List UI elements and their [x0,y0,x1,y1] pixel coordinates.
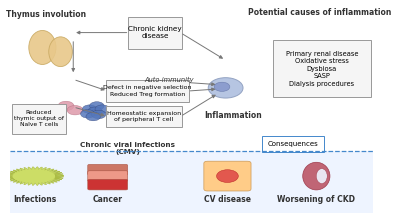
Circle shape [58,101,74,111]
Circle shape [82,105,97,113]
Ellipse shape [303,162,330,190]
Text: Infections: Infections [14,195,57,204]
Circle shape [95,105,110,113]
Text: Consequences: Consequences [267,141,318,147]
FancyBboxPatch shape [128,17,182,49]
FancyBboxPatch shape [262,136,324,152]
Circle shape [88,107,102,116]
FancyBboxPatch shape [12,104,66,134]
Polygon shape [6,167,64,185]
Bar [10,151,372,213]
Text: Defect in negative selection
Reduced Treg formation: Defect in negative selection Reduced Tre… [103,85,192,97]
Text: Thymus involution: Thymus involution [6,10,86,19]
Ellipse shape [316,169,327,184]
Circle shape [67,106,83,115]
Text: Reduced
thymic output of
Naïve T cells: Reduced thymic output of Naïve T cells [14,110,64,127]
Circle shape [214,82,230,91]
Circle shape [208,78,243,98]
FancyBboxPatch shape [106,80,189,102]
Text: CV disease: CV disease [204,195,251,204]
Ellipse shape [49,37,72,67]
Text: Worsening of CKD: Worsening of CKD [277,195,355,204]
FancyBboxPatch shape [273,40,371,97]
Circle shape [80,110,95,118]
FancyBboxPatch shape [88,171,128,181]
Text: Inflammation: Inflammation [204,111,262,120]
Text: Cancer: Cancer [93,195,123,204]
FancyBboxPatch shape [88,164,128,175]
FancyBboxPatch shape [88,179,128,190]
Text: Chronic kidney
disease: Chronic kidney disease [128,26,182,39]
FancyBboxPatch shape [106,106,182,127]
Text: Potential causes of inflammation: Potential causes of inflammation [248,8,392,17]
FancyBboxPatch shape [204,161,251,191]
Text: Auto-immunity: Auto-immunity [145,77,194,83]
Circle shape [91,110,106,119]
Circle shape [86,112,100,121]
Text: Primary renal disease
Oxidative stress
Dysbiosa
SASP
Dialysis procedures: Primary renal disease Oxidative stress D… [286,51,358,87]
Text: Homeostatic expansion
of peripheral T cell: Homeostatic expansion of peripheral T ce… [107,111,181,122]
Circle shape [216,170,238,183]
Text: Chronic viral infections
(CMV): Chronic viral infections (CMV) [80,142,175,155]
Circle shape [90,102,104,110]
Ellipse shape [29,30,56,64]
